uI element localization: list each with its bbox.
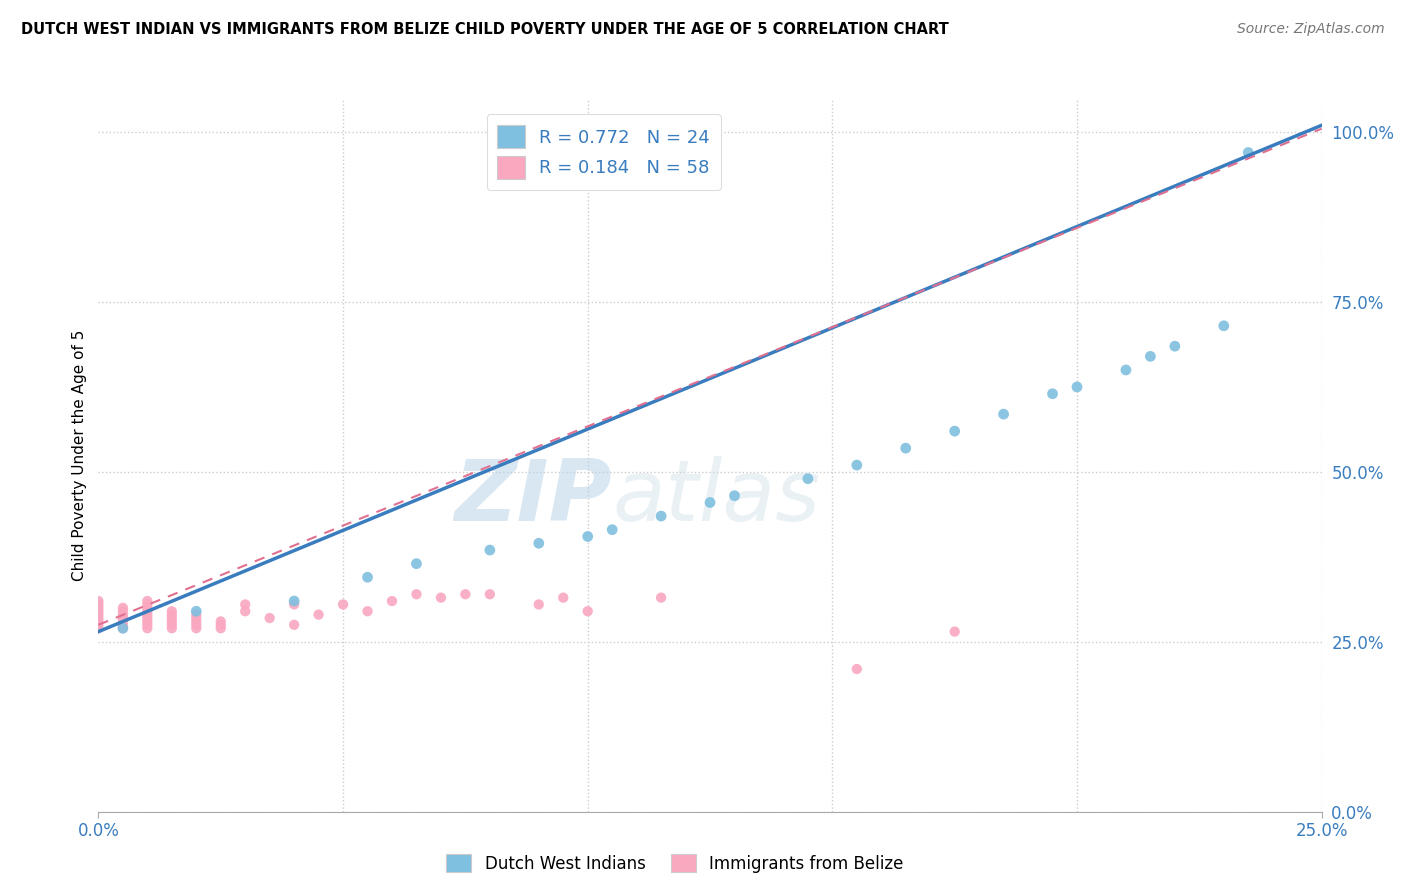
Text: ZIP: ZIP	[454, 456, 612, 540]
Point	[136, 594, 159, 608]
Point	[87, 604, 110, 618]
Point	[186, 604, 208, 618]
Point	[160, 604, 183, 618]
Point	[160, 611, 183, 625]
Point	[308, 607, 330, 622]
Point	[894, 441, 917, 455]
Point	[186, 615, 208, 629]
Point	[283, 594, 305, 608]
Point	[283, 598, 305, 612]
Point	[87, 611, 110, 625]
Point	[356, 570, 378, 584]
Point	[160, 615, 183, 629]
Point	[87, 594, 110, 608]
Point	[699, 495, 721, 509]
Point	[160, 617, 183, 632]
Point	[553, 591, 575, 605]
Point	[136, 598, 159, 612]
Y-axis label: Child Poverty Under the Age of 5: Child Poverty Under the Age of 5	[72, 329, 87, 581]
Point	[136, 615, 159, 629]
Point	[87, 600, 110, 615]
Point	[797, 472, 820, 486]
Point	[943, 624, 966, 639]
Point	[160, 621, 183, 635]
Point	[454, 587, 477, 601]
Point	[136, 604, 159, 618]
Point	[209, 621, 232, 635]
Text: Source: ZipAtlas.com: Source: ZipAtlas.com	[1237, 22, 1385, 37]
Point	[111, 621, 134, 635]
Point	[600, 523, 623, 537]
Point	[723, 489, 745, 503]
Point	[1115, 363, 1137, 377]
Point	[136, 611, 159, 625]
Point	[160, 607, 183, 622]
Point	[233, 604, 256, 618]
Point	[136, 621, 159, 635]
Point	[527, 536, 550, 550]
Point	[1139, 350, 1161, 364]
Point	[650, 591, 672, 605]
Point	[87, 621, 110, 635]
Point	[1164, 339, 1187, 353]
Point	[111, 604, 134, 618]
Point	[1066, 380, 1088, 394]
Point	[576, 604, 599, 618]
Point	[186, 621, 208, 635]
Point	[136, 617, 159, 632]
Point	[136, 607, 159, 622]
Point	[430, 591, 453, 605]
Point	[650, 509, 672, 524]
Point	[209, 615, 232, 629]
Point	[478, 587, 501, 601]
Legend: R = 0.772   N = 24, R = 0.184   N = 58: R = 0.772 N = 24, R = 0.184 N = 58	[486, 114, 721, 190]
Point	[332, 598, 354, 612]
Point	[1042, 386, 1064, 401]
Point	[111, 615, 134, 629]
Point	[405, 557, 427, 571]
Point	[478, 543, 501, 558]
Legend: Dutch West Indians, Immigrants from Belize: Dutch West Indians, Immigrants from Beli…	[440, 847, 910, 880]
Point	[845, 662, 868, 676]
Point	[136, 600, 159, 615]
Point	[111, 617, 134, 632]
Point	[87, 598, 110, 612]
Point	[527, 598, 550, 612]
Point	[1237, 145, 1260, 160]
Point	[356, 604, 378, 618]
Point	[87, 617, 110, 632]
Point	[845, 458, 868, 472]
Point	[87, 607, 110, 622]
Point	[576, 529, 599, 543]
Point	[233, 598, 256, 612]
Text: atlas: atlas	[612, 456, 820, 540]
Point	[283, 617, 305, 632]
Point	[186, 617, 208, 632]
Point	[111, 607, 134, 622]
Point	[405, 587, 427, 601]
Point	[111, 600, 134, 615]
Point	[943, 424, 966, 438]
Point	[259, 611, 281, 625]
Point	[993, 407, 1015, 421]
Point	[111, 621, 134, 635]
Text: DUTCH WEST INDIAN VS IMMIGRANTS FROM BELIZE CHILD POVERTY UNDER THE AGE OF 5 COR: DUTCH WEST INDIAN VS IMMIGRANTS FROM BEL…	[21, 22, 949, 37]
Point	[1212, 318, 1234, 333]
Point	[186, 611, 208, 625]
Point	[111, 611, 134, 625]
Point	[209, 617, 232, 632]
Point	[381, 594, 404, 608]
Point	[186, 607, 208, 622]
Point	[87, 615, 110, 629]
